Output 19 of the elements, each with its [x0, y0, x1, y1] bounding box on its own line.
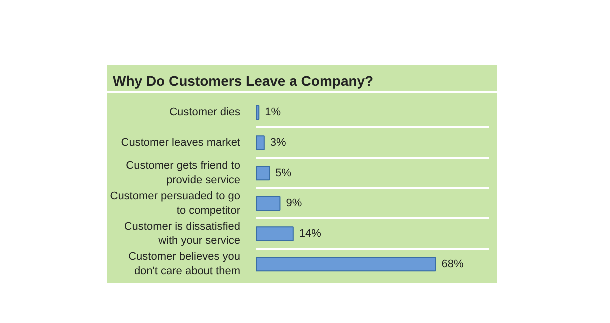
- y-tick-label: Customer leaves market: [121, 137, 241, 149]
- data-label: 68%: [442, 258, 464, 270]
- bar: [256, 226, 294, 242]
- bar: [256, 136, 265, 150]
- y-tick-label: Customer persuaded to go to competitor: [110, 190, 241, 217]
- data-label: 9%: [286, 198, 302, 210]
- y-tick-label: Customer dies: [170, 106, 241, 119]
- chart-title: Why Do Customers Leave a Company?: [113, 72, 374, 91]
- bar: [256, 257, 436, 272]
- data-label: 5%: [276, 167, 292, 180]
- data-label: 3%: [270, 137, 287, 149]
- y-tick-label: Customer is dissatisfied with your service: [124, 220, 241, 248]
- data-label: 1%: [265, 106, 282, 119]
- bar: [256, 196, 281, 211]
- y-tick-label: Customer gets friend to provide service: [126, 160, 241, 187]
- y-tick-label: Customer believes you don't care about them: [128, 251, 241, 278]
- data-label: 14%: [299, 228, 322, 240]
- bar: [256, 105, 260, 120]
- bar: [256, 166, 270, 181]
